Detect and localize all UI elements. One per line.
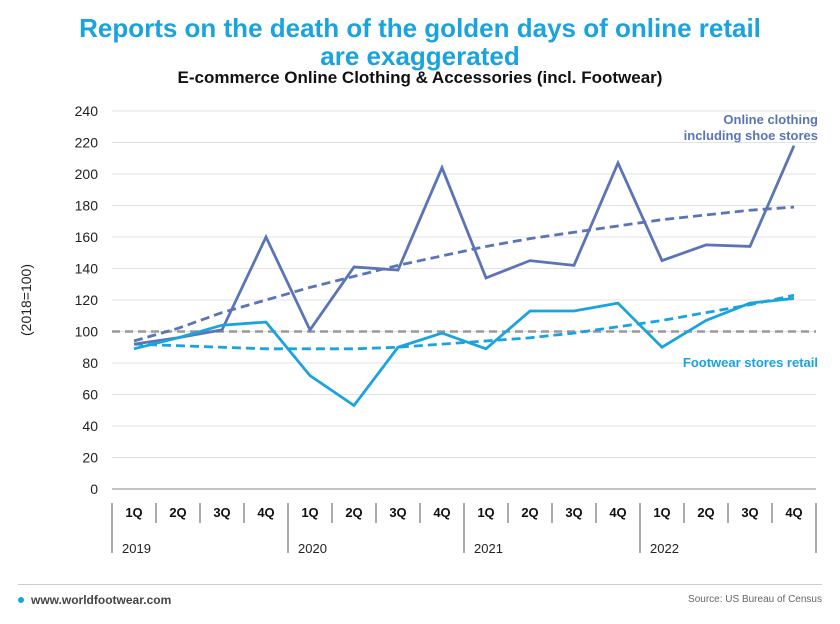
x-tick-label: 2Q	[521, 505, 538, 520]
chart-subtitle: E-commerce Online Clothing & Accessories…	[177, 68, 663, 87]
y-tick-label: 40	[82, 418, 98, 434]
site-link[interactable]: www.worldfootwear.com	[31, 593, 172, 607]
y-tick-label: 0	[90, 481, 98, 497]
footer-divider	[18, 584, 822, 585]
y-tick-label: 140	[75, 261, 99, 277]
year-label: 2019	[122, 541, 151, 556]
x-tick-label: 2Q	[697, 505, 714, 520]
x-tick-label: 1Q	[125, 505, 142, 520]
x-tick-label: 4Q	[785, 505, 802, 520]
year-label: 2021	[474, 541, 503, 556]
series-label-online-clothing: Online clothing including shoe stores	[684, 112, 818, 143]
trend-line	[133, 205, 795, 343]
x-tick-label: 3Q	[389, 505, 406, 520]
y-axis-label: (2018=100)	[18, 264, 34, 336]
y-tick-label: 220	[75, 135, 99, 151]
source-note: Source: US Bureau of Census	[688, 594, 822, 605]
year-label: 2022	[650, 541, 679, 556]
y-tick-label: 120	[75, 292, 99, 308]
y-tick-label: 160	[75, 229, 99, 245]
series-line	[133, 297, 795, 408]
chart-title: Reports on the death of the golden days …	[79, 13, 761, 71]
y-tick-label: 60	[82, 387, 98, 403]
bullet-dot-icon	[18, 596, 24, 603]
y-tick-label: 100	[75, 324, 99, 340]
y-tick-label: 20	[82, 450, 98, 466]
x-tick-label: 1Q	[653, 505, 670, 520]
trend-line	[133, 293, 795, 351]
x-tick-label: 2Q	[169, 505, 186, 520]
line-chart: 0 20 40 60 80 100 120 140 160 180 200 220 240 (2018=1…	[18, 103, 818, 556]
x-tick-label: 3Q	[741, 505, 758, 520]
y-tick-label: 80	[82, 355, 98, 371]
year-label: 2020	[298, 541, 327, 556]
x-tick-label: 3Q	[213, 505, 230, 520]
footer-site[interactable]: www.worldfootwear.com	[18, 593, 171, 607]
x-tick-label: 4Q	[609, 505, 626, 520]
x-tick-label: 1Q	[477, 505, 494, 520]
x-tick-label: 3Q	[565, 505, 582, 520]
y-tick-label: 200	[75, 166, 99, 182]
series-label-footwear: Footwear stores retail	[683, 355, 818, 370]
x-tick-label: 1Q	[301, 505, 318, 520]
x-tick-label: 4Q	[257, 505, 274, 520]
x-tick-label: 2Q	[345, 505, 362, 520]
y-tick-label: 180	[75, 198, 99, 214]
x-tick-label: 4Q	[433, 505, 450, 520]
series-line	[133, 145, 796, 346]
y-tick-label: 240	[75, 103, 99, 119]
